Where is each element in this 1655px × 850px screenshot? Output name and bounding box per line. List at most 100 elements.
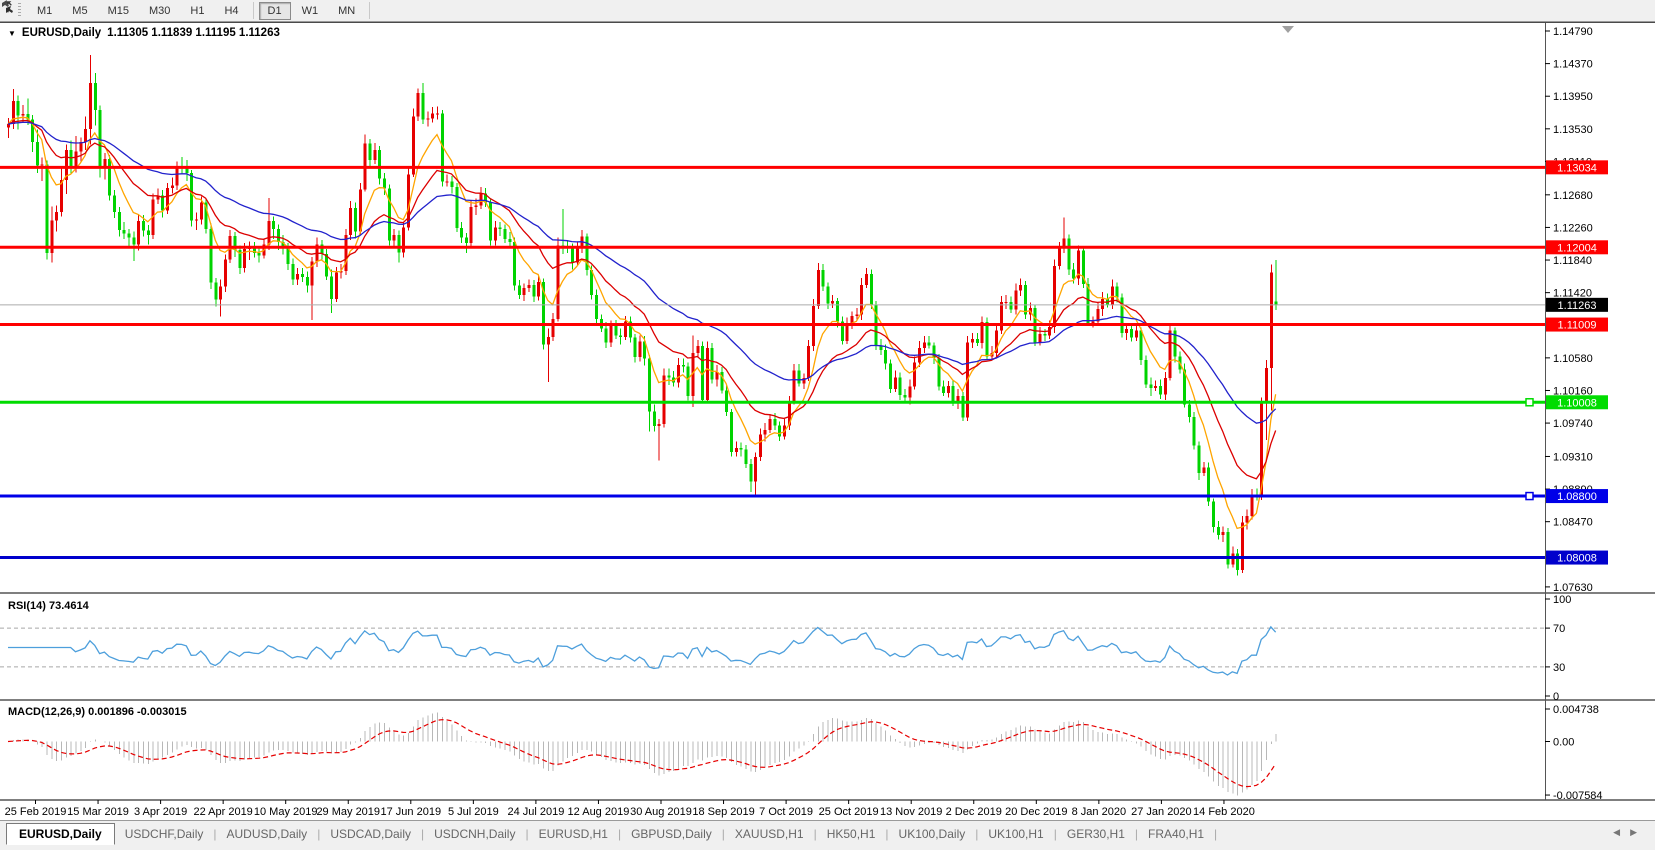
- svg-text:20 Dec 2019: 20 Dec 2019: [1005, 806, 1067, 818]
- timeframe-button-h1[interactable]: H1: [181, 2, 213, 20]
- charts-arrange-icon: [2, 0, 13, 13]
- tab-gbpusd-daily[interactable]: GBPUSD,Daily: [631, 827, 712, 841]
- timeframe-button-m1[interactable]: M1: [28, 2, 61, 20]
- collapse-triangle-icon[interactable]: ▼: [8, 28, 16, 38]
- tab-separator: |: [813, 827, 817, 841]
- svg-text:3 Apr 2019: 3 Apr 2019: [134, 806, 187, 818]
- svg-text:2 Dec 2019: 2 Dec 2019: [946, 806, 1002, 818]
- tab-eurusd-daily[interactable]: EURUSD,Daily: [6, 823, 115, 845]
- tab-separator: |: [721, 827, 725, 841]
- date-axis[interactable]: 25 Feb 2019 15 Mar 2019 3 Apr 2019 22 Apr 2…: [5, 800, 1255, 818]
- timeframe-button-mn[interactable]: MN: [329, 2, 364, 20]
- tab-scroll-left-icon[interactable]: ◀: [1613, 827, 1621, 837]
- chart-tab-bar: EURUSD,Daily USDCHF,Daily | AUDUSD,Daily | US…: [0, 820, 1655, 850]
- svg-text:1.14790: 1.14790: [1553, 26, 1593, 38]
- hline-price-label: [1546, 240, 1608, 255]
- macd-signal-line[interactable]: [7, 719, 1277, 788]
- hline-handle[interactable]: [1525, 398, 1534, 407]
- svg-text:25 Feb 2019: 25 Feb 2019: [5, 806, 67, 818]
- svg-text:0.00: 0.00: [1553, 737, 1574, 749]
- svg-text:1.14370: 1.14370: [1553, 59, 1593, 71]
- rsi-axis-ticks: 100 70 30 0: [1545, 594, 1571, 703]
- svg-text:8 Jan 2020: 8 Jan 2020: [1072, 806, 1126, 818]
- svg-text:29 May 2019: 29 May 2019: [316, 806, 380, 818]
- svg-text:1.12680: 1.12680: [1553, 190, 1593, 202]
- svg-text:1.09310: 1.09310: [1553, 451, 1593, 463]
- macd-axis-ticks: 0.004738 0.00 -0.007584: [1545, 704, 1603, 802]
- horizontal-line-objects: [0, 165, 1545, 560]
- svg-text:1.07630: 1.07630: [1553, 582, 1593, 594]
- timeframe-button-m30[interactable]: M30: [140, 2, 179, 20]
- tab-separator: |: [421, 827, 425, 841]
- moving-average-20[interactable]: [7, 119, 1277, 480]
- tab-xauusd-h1[interactable]: XAUUSD,H1: [734, 827, 804, 841]
- tab-separator: |: [885, 827, 889, 841]
- rsi-line[interactable]: [8, 625, 1277, 676]
- chart-canvas[interactable]: 1.147901.143701.139501.135301.131101.126…: [0, 0, 1655, 820]
- svg-text:1.08008: 1.08008: [1557, 553, 1597, 565]
- svg-text:12 Aug 2019: 12 Aug 2019: [568, 806, 630, 818]
- toolbar-grip[interactable]: [18, 3, 22, 18]
- svg-text:1.11420: 1.11420: [1553, 288, 1592, 300]
- svg-text:100: 100: [1553, 594, 1571, 606]
- tab-scroll-right-icon[interactable]: ▶: [1630, 827, 1637, 837]
- timeframe-button-m5[interactable]: M5: [63, 2, 96, 20]
- svg-text:1.10160: 1.10160: [1553, 385, 1593, 397]
- svg-text:1.13950: 1.13950: [1553, 91, 1593, 103]
- svg-text:1.13530: 1.13530: [1553, 124, 1593, 136]
- svg-text:1.11840: 1.11840: [1553, 255, 1592, 267]
- tab-separator: |: [617, 827, 622, 841]
- hline-price-label: [1546, 160, 1608, 175]
- candlestick-series[interactable]: [7, 55, 1278, 576]
- svg-text:1.08470: 1.08470: [1553, 517, 1593, 529]
- charts-arrange-button[interactable]: ▾: [0, 0, 16, 20]
- hline-handle[interactable]: [1525, 491, 1534, 501]
- hline-price-label: [1546, 395, 1608, 410]
- svg-text:0: 0: [1553, 691, 1559, 703]
- tab-hk50-h1[interactable]: HK50,H1: [826, 827, 876, 841]
- moving-average-45[interactable]: [7, 121, 1277, 424]
- tab-eurusd-h1[interactable]: EURUSD,H1: [538, 827, 608, 841]
- svg-text:7 Oct 2019: 7 Oct 2019: [759, 806, 813, 818]
- svg-text:-0.007584: -0.007584: [1553, 790, 1603, 802]
- hline-price-label: [1546, 489, 1608, 504]
- svg-text:24 Jul 2019: 24 Jul 2019: [507, 806, 564, 818]
- svg-text:15 Mar 2019: 15 Mar 2019: [67, 806, 129, 818]
- toolbar-separator: [369, 2, 371, 19]
- svg-text:1.11009: 1.11009: [1558, 320, 1597, 332]
- svg-text:0.004738: 0.004738: [1553, 704, 1599, 716]
- tab-separator: |: [1214, 827, 1218, 841]
- timeframe-button-m15[interactable]: M15: [99, 2, 138, 20]
- svg-text:1.09740: 1.09740: [1553, 418, 1593, 430]
- svg-text:30 Aug 2019: 30 Aug 2019: [630, 806, 692, 818]
- chart-symbol-label: EURUSD,Daily: [21, 27, 102, 39]
- hline-price-label: [1546, 550, 1608, 565]
- svg-text:5 Jul 2019: 5 Jul 2019: [448, 806, 499, 818]
- tab-uk100-daily[interactable]: UK100,Daily: [898, 827, 966, 841]
- tab-usdcnh-daily[interactable]: USDCNH,Daily: [434, 827, 516, 841]
- timeframe-button-h4[interactable]: H4: [215, 2, 247, 20]
- tab-uk100-h1[interactable]: UK100,H1: [988, 827, 1044, 841]
- tab-separator: |: [1134, 827, 1139, 841]
- timeframe-button-w1[interactable]: W1: [293, 2, 328, 20]
- timeframe-button-d1[interactable]: D1: [258, 1, 291, 20]
- tab-fra40-h1[interactable]: FRA40,H1: [1148, 827, 1205, 841]
- tab-audusd-daily[interactable]: AUDUSD,Daily: [226, 827, 308, 841]
- svg-text:1.10580: 1.10580: [1553, 353, 1593, 365]
- macd-indicator-label: MACD(12,26,9) 0.001896 -0.003015: [8, 706, 187, 718]
- chart-shift-marker[interactable]: [1282, 26, 1294, 33]
- current-price-label: [1546, 297, 1608, 312]
- tab-separator: |: [1053, 827, 1057, 841]
- svg-text:14 Feb 2020: 14 Feb 2020: [1193, 806, 1255, 818]
- tab-separator: |: [317, 827, 321, 841]
- tab-usdcad-daily[interactable]: USDCAD,Daily: [330, 827, 411, 841]
- tab-separator: |: [525, 827, 529, 841]
- chart-title: ▼ EURUSD,Daily 1.11305 1.11839 1.11195 1…: [8, 27, 280, 39]
- tab-separator: |: [213, 827, 217, 841]
- svg-text:1.12004: 1.12004: [1557, 242, 1597, 254]
- svg-text:1.11263: 1.11263: [1558, 300, 1597, 312]
- svg-text:25 Oct 2019: 25 Oct 2019: [819, 806, 879, 818]
- tab-usdchf-daily[interactable]: USDCHF,Daily: [124, 827, 204, 841]
- tab-ger30-h1[interactable]: GER30,H1: [1066, 827, 1125, 841]
